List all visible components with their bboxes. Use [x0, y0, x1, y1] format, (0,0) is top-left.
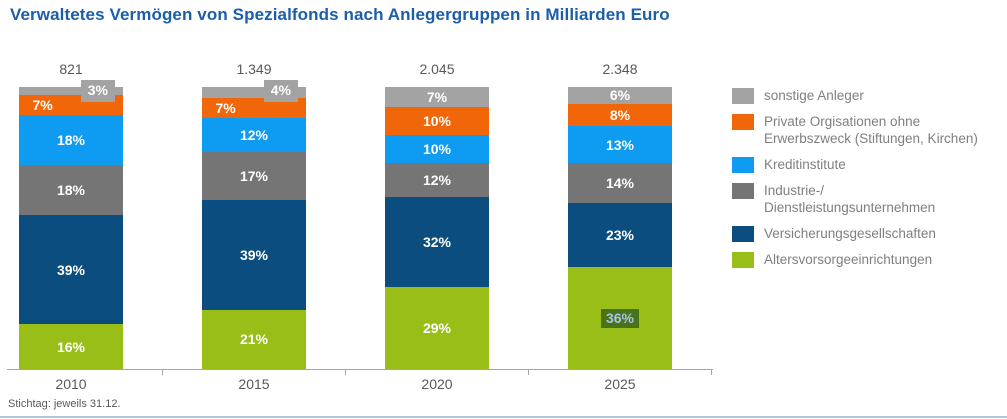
legend-swatch-industrie-dienstleistungsunt	[732, 183, 754, 199]
segment-label: 7%	[32, 97, 53, 114]
bar-2015: 4% 7% 12% 17% 39% 21%	[202, 80, 306, 369]
segment-label-highlighted[interactable]: 36%	[600, 308, 640, 328]
legend-label: Private Orgisationen ohne Erwerbszweck (S…	[764, 114, 978, 146]
footnote: Stichtag: jeweils 31.12.	[8, 398, 121, 410]
segment-altersvorsorgeeinrichtungen-2015[interactable]: 21%	[202, 309, 306, 369]
segment-altersvorsorgeeinrichtungen-2020[interactable]: 29%	[385, 287, 489, 369]
segment-label: 29%	[422, 320, 452, 337]
x-axis-tick	[528, 370, 529, 375]
legend-item-kreditinstitute: Kreditinstitute	[732, 156, 1004, 173]
legend-swatch-altersvorsorgeeinrichtungen	[732, 252, 754, 268]
segment-kreditinstitute-2025[interactable]: 13%	[568, 126, 672, 164]
legend-swatch-private-orgisationen-ohne-er	[732, 114, 754, 130]
bar-total-2015: 1.349	[236, 61, 272, 77]
segment-versicherungsgesellschaften-2010[interactable]: 39%	[19, 215, 123, 325]
segment-versicherungsgesellschaften-2020[interactable]: 32%	[385, 196, 489, 288]
legend-swatch-sonstige-anleger	[732, 88, 754, 104]
segment-label: 18%	[56, 132, 86, 149]
legend-label: sonstige Anleger	[764, 88, 864, 103]
segment-label: 12%	[239, 126, 269, 143]
segment-sonstige-anleger-2010[interactable]	[19, 87, 123, 96]
segment-label: 16%	[56, 338, 86, 355]
bar-total-2010: 821	[59, 61, 83, 77]
year-label-2025: 2025	[604, 376, 636, 392]
segment-industrie-dienstleistungsunt-2010[interactable]: 18%	[19, 165, 123, 216]
segment-label: 21%	[239, 331, 269, 348]
segment-versicherungsgesellschaften-2015[interactable]: 39%	[202, 199, 306, 310]
segment-sonstige-anleger-2020[interactable]: 7%	[385, 87, 489, 107]
segment-label: 7%	[426, 88, 448, 105]
segment-label: 14%	[605, 174, 635, 191]
segment-label: 10%	[422, 112, 452, 129]
segment-label: 7%	[215, 100, 236, 117]
segment-label: 18%	[56, 182, 86, 199]
segment-label: 10%	[422, 141, 452, 158]
segment-label: 6%	[609, 87, 631, 104]
bar-2020: 7% 10% 10% 12% 32% 29%	[385, 87, 489, 369]
segment-private-orgisationen-ohne-er-2025[interactable]: 8%	[568, 103, 672, 127]
legend-item-industrie-dienstleistungsunt: Industrie-/Dienstleistungsunternehmen	[732, 182, 1004, 216]
legend-item-versicherungsgesellschaften: Versicherungsgesellschaften	[732, 225, 1004, 242]
segment-kreditinstitute-2010[interactable]: 18%	[19, 114, 123, 166]
x-axis-tick	[711, 370, 712, 375]
segment-kreditinstitute-2015[interactable]: 12%	[202, 118, 306, 152]
legend: sonstige Anleger Private Orgisationen ohn…	[732, 87, 1004, 268]
segment-altersvorsorgeeinrichtungen-2025[interactable]: 36%	[568, 267, 672, 369]
legend-label: Versicherungsgesellschaften	[764, 226, 936, 241]
segment-industrie-dienstleistungsunt-2025[interactable]: 14%	[568, 163, 672, 203]
segment-private-orgisationen-ohne-er-2020[interactable]: 10%	[385, 106, 489, 135]
x-axis-tick	[162, 370, 163, 375]
legend-swatch-kreditinstitute	[732, 157, 754, 173]
segment-label: 12%	[422, 172, 452, 189]
segment-private-orgisationen-ohne-er-2015[interactable]: 7%	[202, 98, 306, 118]
legend-swatch-versicherungsgesellschaften	[732, 226, 754, 242]
year-label-2010: 2010	[55, 376, 87, 392]
segment-label: 39%	[239, 246, 269, 263]
segment-versicherungsgesellschaften-2025[interactable]: 23%	[568, 202, 672, 268]
bar-total-2020: 2.045	[419, 61, 455, 77]
segment-sonstige-anleger-2025[interactable]: 6%	[568, 87, 672, 104]
segment-industrie-dienstleistungsunt-2020[interactable]: 12%	[385, 163, 489, 197]
segment-sonstige-anleger-2015[interactable]	[202, 87, 306, 99]
bottom-rule	[0, 416, 1007, 418]
legend-label: Kreditinstitute	[764, 157, 846, 172]
legend-item-sonstige-anleger: sonstige Anleger	[732, 87, 1004, 104]
legend-label: Industrie-/Dienstleistungsunternehmen	[764, 183, 936, 215]
legend-item-private-orgisationen-ohne-er: Private Orgisationen ohne Erwerbszweck (S…	[732, 113, 1004, 147]
bar-total-2025: 2.348	[602, 61, 638, 77]
segment-label: 32%	[422, 234, 452, 251]
segment-altersvorsorgeeinrichtungen-2010[interactable]: 16%	[19, 324, 123, 369]
segment-label: 39%	[56, 261, 86, 278]
year-label-2020: 2020	[421, 376, 453, 392]
segment-label: 23%	[605, 227, 635, 243]
legend-item-altersvorsorgeeinrichtungen: Altersvorsorgeeinrichtungen	[732, 251, 1004, 268]
x-axis-line	[7, 369, 713, 370]
year-label-2015: 2015	[238, 376, 270, 392]
bar-2025: 6% 8% 13% 14% 23% 36%	[568, 87, 672, 369]
segment-callout-label-2010: 3%	[80, 80, 115, 102]
segment-label: 13%	[605, 136, 635, 153]
segment-industrie-dienstleistungsunt-2015[interactable]: 17%	[202, 151, 306, 200]
x-axis-tick	[345, 370, 346, 375]
chart-title: Verwaltetes Vermögen von Spezialfonds na…	[10, 5, 670, 24]
bar-2010: 3% 7% 18% 18% 39% 16%	[19, 80, 123, 369]
legend-label: Altersvorsorgeeinrichtungen	[764, 252, 933, 267]
segment-label: 8%	[609, 107, 631, 124]
segment-label: 17%	[239, 167, 269, 184]
segment-callout-label-2015: 4%	[263, 80, 298, 102]
segment-kreditinstitute-2020[interactable]: 10%	[385, 134, 489, 164]
